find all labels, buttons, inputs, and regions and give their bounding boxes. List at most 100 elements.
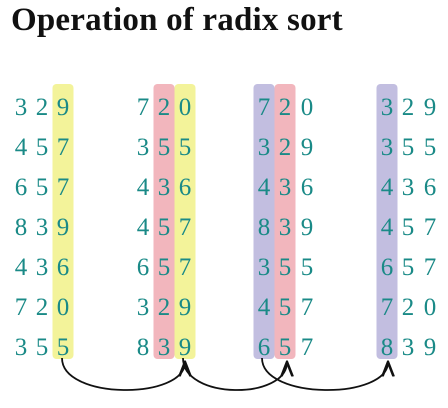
digit: 0 [301,94,314,121]
digit: 6 [424,174,437,201]
digit: 2 [402,294,415,321]
digit: 5 [301,254,314,281]
digit: 4 [15,254,28,281]
digit: 5 [36,174,49,201]
digit: 6 [258,334,271,361]
digit: 8 [381,334,394,361]
highlight-col1-digit2-yellow [174,84,196,359]
highlight-col0-digit2-yellow [52,84,74,359]
digit: 3 [36,214,49,241]
digit: 8 [15,214,28,241]
digit: 5 [57,334,70,361]
digit: 6 [57,254,70,281]
digit: 3 [15,94,28,121]
digit: 3 [381,94,394,121]
digit: 5 [279,294,292,321]
highlight-col2-digit0-lavender [253,84,275,359]
digit: 3 [258,254,271,281]
digit: 2 [279,134,292,161]
digit: 0 [179,94,192,121]
digit: 5 [279,254,292,281]
digit: 7 [424,214,437,241]
digit: 5 [424,134,437,161]
digit: 7 [179,254,192,281]
digit: 9 [179,294,192,321]
arrow-pass-3 [261,357,388,391]
digit: 3 [279,214,292,241]
digit: 5 [36,134,49,161]
digit: 7 [258,94,271,121]
digit: 5 [279,334,292,361]
highlight-layer [52,84,398,359]
digit: 5 [402,214,415,241]
digit: 3 [402,334,415,361]
digit: 3 [258,134,271,161]
diagram-title: Operation of radix sort [11,2,343,38]
digit: 4 [258,294,271,321]
highlight-col3-digit0-lavender [376,84,398,359]
digit: 7 [15,294,28,321]
digit: 2 [402,94,415,121]
digit: 8 [137,334,150,361]
digit: 4 [137,174,150,201]
digit: 9 [424,334,437,361]
digit: 5 [158,214,171,241]
digit: 2 [36,294,49,321]
digit: 3 [15,334,28,361]
digit: 2 [158,94,171,121]
digit: 4 [381,214,394,241]
digit: 3 [158,174,171,201]
digit: 5 [158,134,171,161]
highlight-col2-digit1-pink [274,84,296,359]
digit: 6 [179,174,192,201]
digit: 7 [57,134,70,161]
arrow-layer [61,357,388,391]
digit: 3 [381,134,394,161]
digit: 3 [158,334,171,361]
digit: 9 [301,134,314,161]
digit: 9 [424,94,437,121]
digit: 4 [258,174,271,201]
digit: 9 [301,214,314,241]
digit: 7 [57,174,70,201]
digit: 3 [402,174,415,201]
digit: 4 [137,214,150,241]
digit: 5 [36,334,49,361]
digit: 5 [402,134,415,161]
digit: 3 [137,294,150,321]
digit: 7 [424,254,437,281]
digit: 7 [137,94,150,121]
digit: 6 [137,254,150,281]
digit: 2 [158,294,171,321]
digit: 6 [381,254,394,281]
digit: 3 [137,134,150,161]
arrow-pass-1 [61,357,185,391]
digit: 4 [381,174,394,201]
digit: 9 [179,334,192,361]
digit: 5 [402,254,415,281]
digit: 4 [15,134,28,161]
